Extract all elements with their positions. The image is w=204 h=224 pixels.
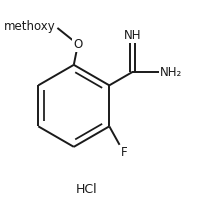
Text: F: F	[120, 146, 127, 159]
Text: HCl: HCl	[75, 183, 96, 196]
Text: NH: NH	[123, 29, 140, 42]
Text: methoxy: methoxy	[4, 20, 55, 33]
Text: NH₂: NH₂	[159, 66, 181, 79]
Text: O: O	[73, 38, 82, 51]
